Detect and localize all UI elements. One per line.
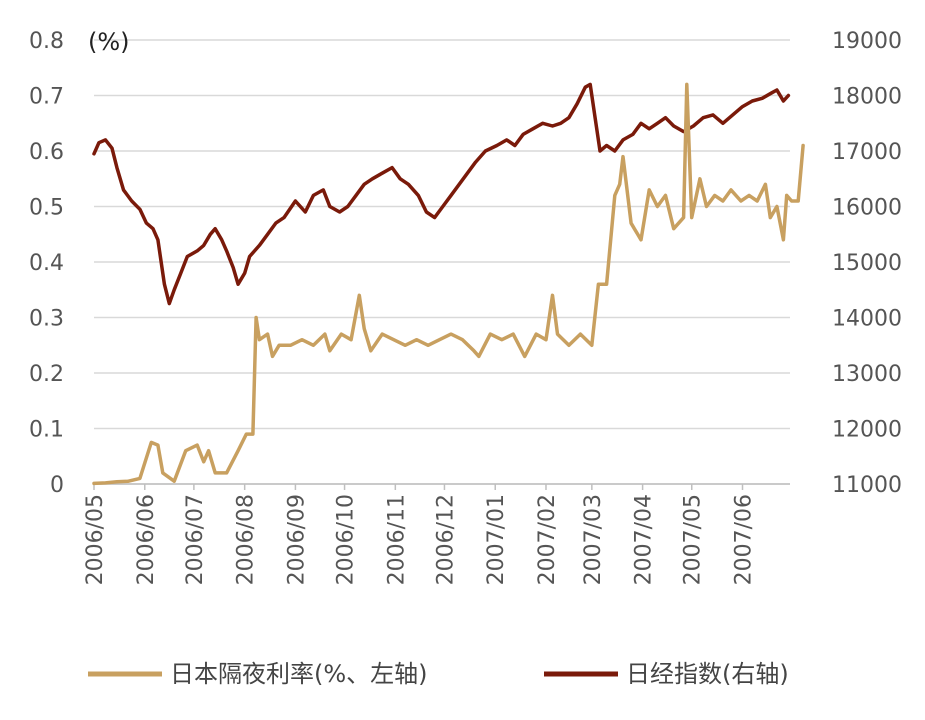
y-left-ticks: 0 0.1 0.2 0.3 0.4 0.5 0.6 0.7 0.8 [29,29,64,498]
y-right-tick-label: 12000 [832,418,902,443]
x-tick-label: 2006/08 [234,494,259,585]
x-tick-label: 2007/03 [581,494,606,585]
legend-label-rate: 日本隔夜利率(%、左轴) [170,660,428,688]
x-tick-label: 2007/05 [681,494,706,585]
y-left-tick-label: 0.5 [29,196,64,221]
x-tick-label: 2006/07 [183,494,208,585]
y-right-tick-label: 13000 [832,362,902,387]
y-right-tick-label: 11000 [832,473,902,498]
x-tick-label: 2006/12 [433,494,458,585]
y-left-tick-label: 0.4 [29,251,64,276]
y-right-tick-label: 15000 [832,251,902,276]
x-tick-label: 2006/06 [134,494,159,585]
series-layer [92,82,805,486]
x-tick-label: 2006/09 [284,494,309,585]
y-right-tick-label: 16000 [832,196,902,221]
x-tick-label: 2007/01 [484,494,509,585]
y-left-tick-label: 0.7 [29,85,64,110]
series-line-rate [92,82,805,486]
series-line-nikkei [92,82,791,306]
x-tick-label: 2006/10 [334,494,359,585]
x-tick-label: 2006/05 [83,494,108,585]
y-right-tick-label: 18000 [832,85,902,110]
y-right-ticks: 11000 12000 13000 14000 15000 16000 17000 18000… [832,29,902,498]
y-left-tick-label: 0.2 [29,362,64,387]
y-left-tick-label: 0 [50,473,64,498]
y-left-tick-label: 0.3 [29,307,64,332]
x-tick-label: 2006/11 [384,494,409,585]
x-ticks: 2006/05 2006/06 2006/07 2006/08 2006/09 2006/… [83,483,790,585]
x-tick-label: 2007/04 [632,494,657,585]
x-tick-label: 2007/06 [732,494,757,585]
left-axis-unit: (%) [88,28,130,56]
legend: 日本隔夜利率(%、左轴) 日经指数(右轴) [88,660,789,688]
y-right-tick-label: 19000 [832,29,902,54]
y-left-tick-label: 0.1 [29,418,64,443]
legend-label-nikkei: 日经指数(右轴) [626,660,789,688]
y-right-tick-label: 14000 [832,307,902,332]
x-tick-label: 2007/02 [535,494,560,585]
y-right-tick-label: 17000 [832,140,902,165]
y-left-tick-label: 0.8 [29,29,64,54]
y-left-tick-label: 0.6 [29,140,64,165]
